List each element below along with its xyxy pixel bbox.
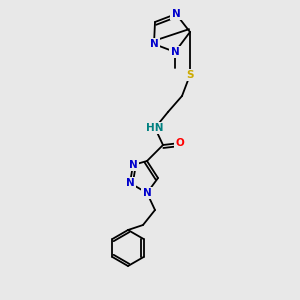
Text: N: N	[126, 178, 134, 188]
Text: O: O	[176, 138, 184, 148]
Text: N: N	[172, 9, 180, 19]
Text: S: S	[186, 70, 194, 80]
Text: N: N	[171, 47, 179, 57]
Text: O: O	[176, 138, 184, 148]
Text: N: N	[171, 47, 179, 57]
Text: N: N	[172, 9, 180, 19]
Text: S: S	[186, 70, 194, 80]
Text: N: N	[150, 39, 158, 49]
Text: N: N	[142, 188, 152, 198]
Text: N: N	[142, 188, 152, 198]
Text: N: N	[126, 178, 134, 188]
Text: HN: HN	[146, 123, 164, 133]
Text: HN: HN	[146, 123, 164, 133]
Text: N: N	[129, 160, 137, 170]
Text: N: N	[129, 160, 137, 170]
Text: N: N	[150, 39, 158, 49]
